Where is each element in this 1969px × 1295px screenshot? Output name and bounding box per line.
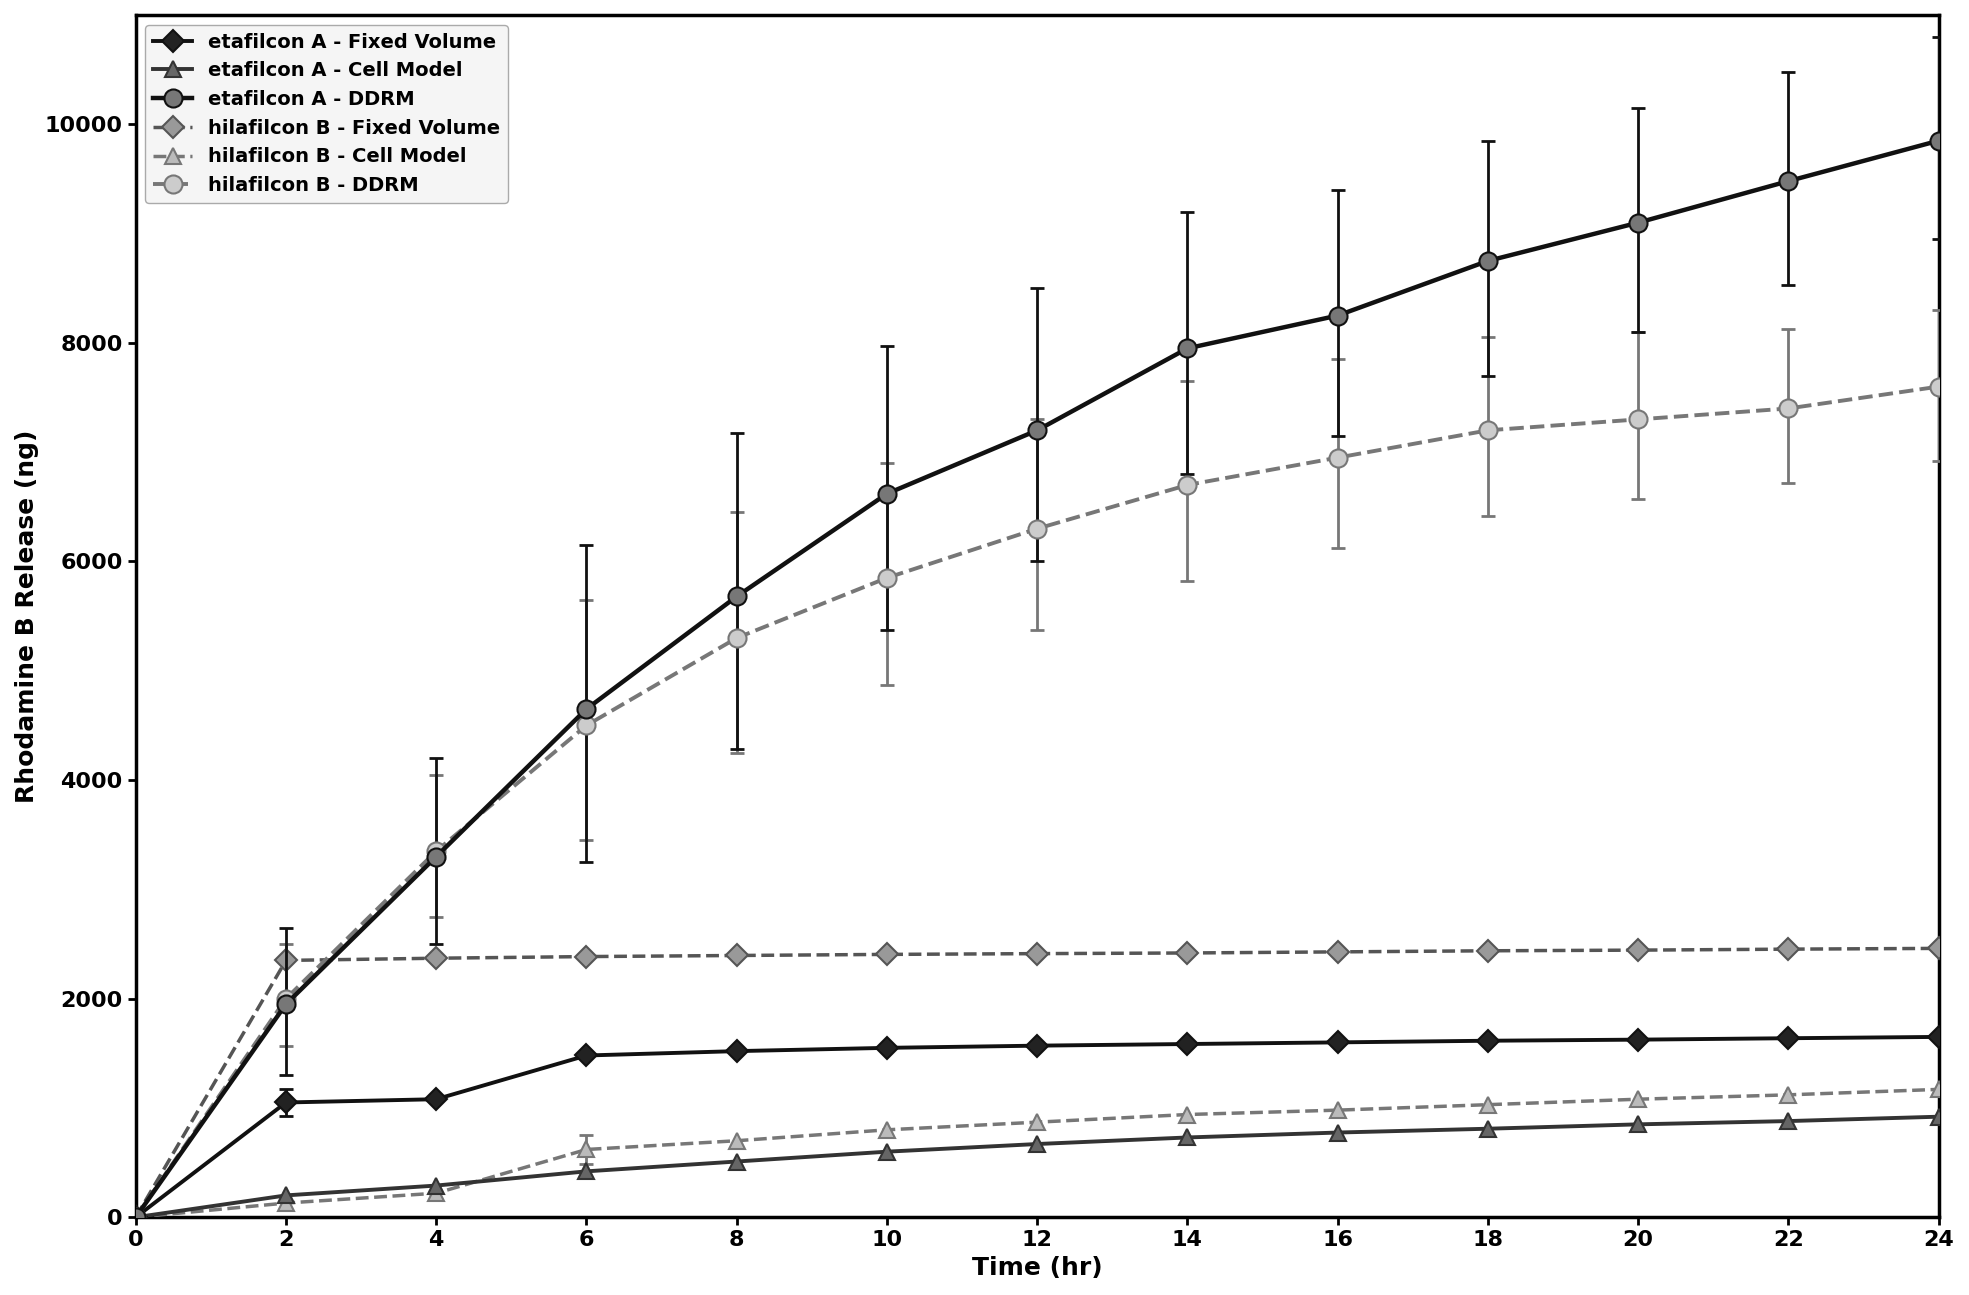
hilafilcon B - DDRM <box>575 717 599 733</box>
Y-axis label: Rhodamine B Release (ng): Rhodamine B Release (ng) <box>16 430 39 803</box>
hilafilcon B - Cell Model <box>274 1195 297 1211</box>
hilafilcon B - DDRM <box>1626 412 1650 427</box>
etafilcon A - Fixed Volume <box>274 1094 297 1110</box>
hilafilcon B - DDRM <box>1928 379 1951 395</box>
hilafilcon B - Fixed Volume <box>1776 941 1800 957</box>
etafilcon A - Fixed Volume <box>124 1210 148 1225</box>
etafilcon A - DDRM <box>1626 215 1650 231</box>
etafilcon A - Cell Model <box>274 1188 297 1203</box>
etafilcon A - Cell Model <box>1928 1109 1951 1124</box>
hilafilcon B - DDRM <box>1776 400 1800 416</box>
hilafilcon B - Fixed Volume <box>124 1210 148 1225</box>
etafilcon A - Fixed Volume <box>725 1044 748 1059</box>
hilafilcon B - DDRM <box>425 843 449 859</box>
hilafilcon B - Fixed Volume <box>874 947 898 962</box>
Legend: etafilcon A - Fixed Volume, etafilcon A - Cell Model, etafilcon A - DDRM, hilafi: etafilcon A - Fixed Volume, etafilcon A … <box>146 25 508 203</box>
hilafilcon B - Cell Model <box>124 1210 148 1225</box>
hilafilcon B - Fixed Volume <box>1026 945 1049 961</box>
etafilcon A - Fixed Volume <box>1928 1030 1951 1045</box>
hilafilcon B - Cell Model <box>425 1185 449 1200</box>
hilafilcon B - Cell Model <box>1325 1102 1349 1118</box>
etafilcon A - Cell Model <box>575 1164 599 1180</box>
hilafilcon B - Cell Model <box>725 1133 748 1149</box>
Line: hilafilcon B - Fixed Volume: hilafilcon B - Fixed Volume <box>128 940 1945 1225</box>
hilafilcon B - DDRM <box>274 991 297 1006</box>
hilafilcon B - Fixed Volume <box>1928 940 1951 956</box>
Line: etafilcon A - Fixed Volume: etafilcon A - Fixed Volume <box>128 1030 1945 1225</box>
hilafilcon B - Cell Model <box>1477 1097 1500 1112</box>
hilafilcon B - DDRM <box>1477 422 1500 438</box>
hilafilcon B - Fixed Volume <box>1325 944 1349 960</box>
etafilcon A - Fixed Volume <box>1026 1037 1049 1053</box>
hilafilcon B - Cell Model <box>1026 1115 1049 1131</box>
etafilcon A - DDRM <box>1175 341 1199 356</box>
hilafilcon B - Cell Model <box>874 1121 898 1137</box>
hilafilcon B - DDRM <box>124 1210 148 1225</box>
hilafilcon B - Fixed Volume <box>1477 943 1500 958</box>
hilafilcon B - DDRM <box>1026 521 1049 536</box>
etafilcon A - DDRM <box>1776 174 1800 189</box>
etafilcon A - DDRM <box>874 486 898 501</box>
hilafilcon B - DDRM <box>1325 449 1349 465</box>
Line: hilafilcon B - Cell Model: hilafilcon B - Cell Model <box>128 1081 1945 1225</box>
Line: etafilcon A - Cell Model: etafilcon A - Cell Model <box>128 1109 1945 1225</box>
hilafilcon B - Cell Model <box>575 1142 599 1158</box>
etafilcon A - Fixed Volume <box>874 1040 898 1055</box>
etafilcon A - Fixed Volume <box>1776 1031 1800 1046</box>
etafilcon A - Cell Model <box>124 1210 148 1225</box>
etafilcon A - DDRM <box>1477 253 1500 268</box>
hilafilcon B - Cell Model <box>1175 1107 1199 1123</box>
etafilcon A - Cell Model <box>425 1177 449 1193</box>
hilafilcon B - Cell Model <box>1928 1081 1951 1097</box>
etafilcon A - Cell Model <box>1776 1114 1800 1129</box>
Line: hilafilcon B - DDRM: hilafilcon B - DDRM <box>126 378 1947 1226</box>
etafilcon A - DDRM <box>124 1210 148 1225</box>
hilafilcon B - Fixed Volume <box>1626 943 1650 958</box>
etafilcon A - DDRM <box>725 589 748 605</box>
Line: etafilcon A - DDRM: etafilcon A - DDRM <box>126 132 1947 1226</box>
etafilcon A - Fixed Volume <box>575 1048 599 1063</box>
etafilcon A - DDRM <box>1928 133 1951 149</box>
etafilcon A - Fixed Volume <box>1175 1036 1199 1052</box>
etafilcon A - Fixed Volume <box>1477 1033 1500 1049</box>
etafilcon A - DDRM <box>425 848 449 864</box>
etafilcon A - Cell Model <box>1325 1125 1349 1141</box>
hilafilcon B - Fixed Volume <box>1175 945 1199 961</box>
hilafilcon B - DDRM <box>874 570 898 585</box>
etafilcon A - DDRM <box>1026 422 1049 438</box>
X-axis label: Time (hr): Time (hr) <box>973 1256 1103 1279</box>
etafilcon A - Cell Model <box>725 1154 748 1169</box>
hilafilcon B - Cell Model <box>1626 1092 1650 1107</box>
etafilcon A - Cell Model <box>1175 1129 1199 1145</box>
etafilcon A - Cell Model <box>1477 1121 1500 1137</box>
etafilcon A - Fixed Volume <box>1626 1032 1650 1048</box>
etafilcon A - DDRM <box>575 702 599 717</box>
hilafilcon B - Cell Model <box>1776 1087 1800 1102</box>
etafilcon A - Fixed Volume <box>425 1092 449 1107</box>
hilafilcon B - Fixed Volume <box>425 951 449 966</box>
hilafilcon B - DDRM <box>725 631 748 646</box>
etafilcon A - DDRM <box>1325 308 1349 324</box>
etafilcon A - Cell Model <box>874 1143 898 1159</box>
etafilcon A - Fixed Volume <box>1325 1035 1349 1050</box>
hilafilcon B - DDRM <box>1175 477 1199 492</box>
etafilcon A - DDRM <box>274 996 297 1011</box>
etafilcon A - Cell Model <box>1026 1136 1049 1151</box>
etafilcon A - Cell Model <box>1626 1116 1650 1132</box>
hilafilcon B - Fixed Volume <box>725 948 748 963</box>
hilafilcon B - Fixed Volume <box>575 949 599 965</box>
hilafilcon B - Fixed Volume <box>274 953 297 969</box>
